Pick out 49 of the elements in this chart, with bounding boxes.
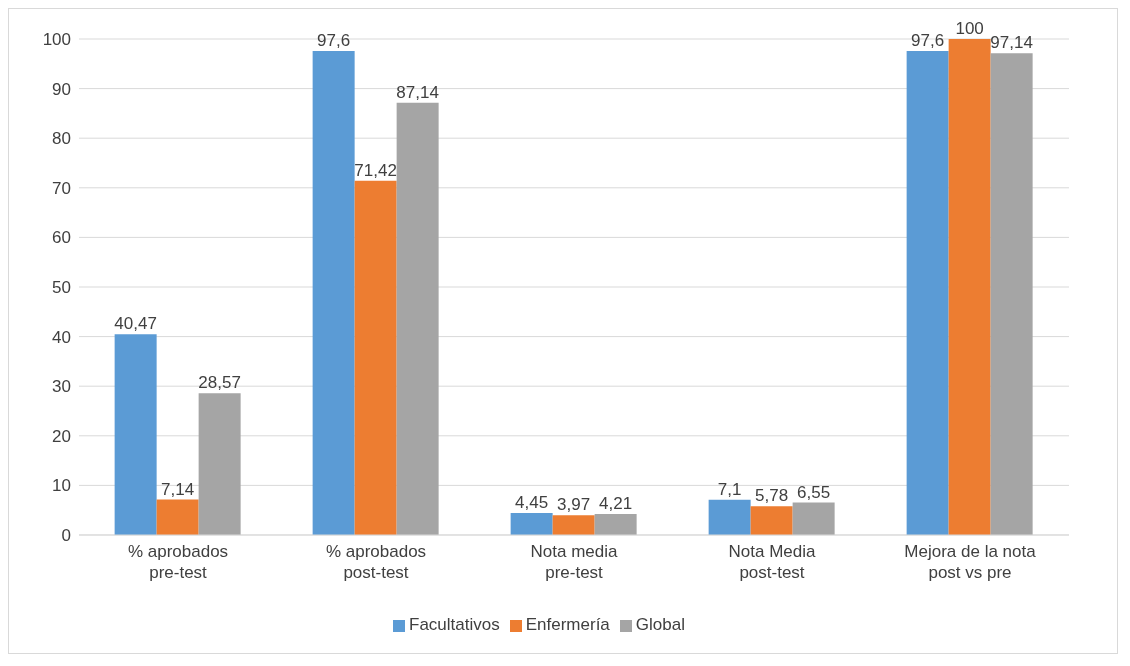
y-tick-label: 80	[52, 129, 71, 149]
bar	[708, 499, 751, 535]
y-tick-label: 90	[52, 79, 71, 99]
data-label: 4,21	[599, 494, 633, 514]
x-tick-label: % aprobados pre-test	[127, 542, 229, 582]
y-tick-label: 40	[52, 327, 71, 347]
data-label: 3,97	[557, 495, 591, 515]
bar	[354, 180, 397, 535]
data-label: 97,6	[911, 30, 945, 50]
bar	[792, 502, 835, 535]
y-tick-label: 50	[52, 278, 71, 298]
bar	[948, 39, 991, 535]
legend-label: Facultativos	[409, 615, 500, 634]
x-tick-label: Nota Media post-test	[728, 542, 817, 582]
data-label: 5,78	[755, 486, 789, 506]
bar	[906, 50, 949, 535]
bar	[312, 50, 355, 535]
y-tick-label: 60	[52, 228, 71, 248]
data-label: 7,14	[161, 479, 195, 499]
y-tick-label: 0	[61, 526, 71, 546]
data-label: 7,1	[717, 479, 742, 499]
y-tick-label: 30	[52, 377, 71, 397]
data-label: 28,57	[198, 373, 241, 393]
legend-label: Global	[635, 615, 685, 634]
bar	[510, 512, 553, 535]
data-label: 6,55	[797, 482, 831, 502]
bar	[594, 514, 637, 535]
bar	[990, 53, 1033, 535]
bar	[750, 506, 793, 535]
y-tick-label: 10	[52, 476, 71, 496]
y-tick-label: 100	[42, 30, 71, 50]
data-label: 4,45	[515, 492, 549, 512]
bar	[396, 102, 439, 535]
y-tick-label: 70	[52, 178, 71, 198]
bar	[156, 499, 199, 535]
legend-label: Enfermería	[525, 615, 610, 634]
data-label: 71,42	[354, 160, 397, 180]
data-label: 97,6	[317, 30, 351, 50]
x-tick-label: Mejora de la nota post vs pre	[904, 542, 1037, 582]
bar	[198, 393, 241, 535]
x-tick-label: % aprobados post-test	[325, 542, 427, 582]
y-tick-label: 20	[52, 426, 71, 446]
x-tick-label: Nota media pre-test	[530, 542, 619, 582]
data-label: 97,14	[990, 33, 1033, 53]
data-label: 87,14	[396, 82, 439, 102]
bar	[114, 334, 157, 535]
data-label: 100	[955, 19, 984, 38]
data-label: 40,47	[114, 314, 157, 334]
bar	[552, 515, 595, 535]
